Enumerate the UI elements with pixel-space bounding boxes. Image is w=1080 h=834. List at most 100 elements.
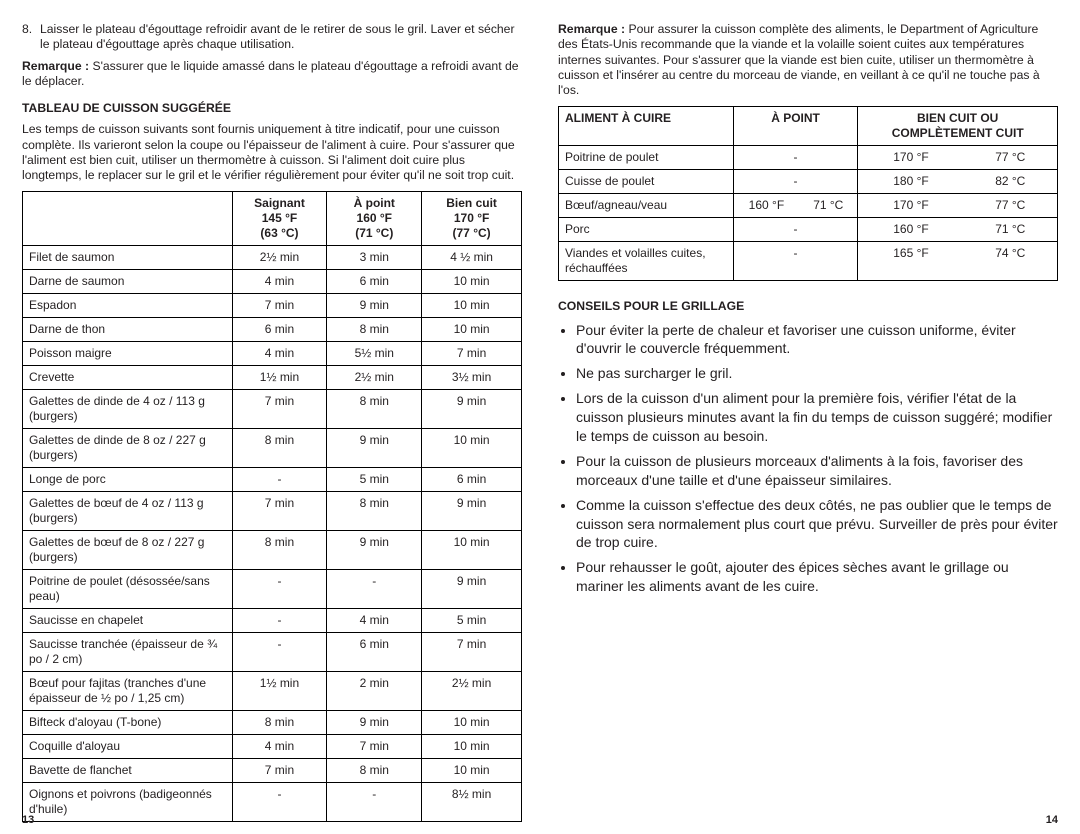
cell-apoint: 2½ min bbox=[327, 366, 422, 390]
page-number-right: 14 bbox=[1046, 814, 1058, 828]
table-row: Porc-160 °F71 °C bbox=[559, 218, 1058, 242]
cell-name: Poitrine de poulet (désossée/sans peau) bbox=[23, 570, 233, 609]
cell-food: Bœuf/agneau/veau bbox=[559, 194, 734, 218]
table-row: Galettes de bœuf de 8 oz / 227 g (burger… bbox=[23, 531, 522, 570]
cell-bien-f: 170 °F bbox=[858, 194, 964, 218]
cell-saignant: 8 min bbox=[232, 531, 327, 570]
cell-name: Darne de saumon bbox=[23, 270, 233, 294]
tip-item: Comme la cuisson s'effectue des deux côt… bbox=[576, 496, 1058, 553]
cell-name: Galettes de dinde de 8 oz / 227 g (burge… bbox=[23, 429, 233, 468]
table-row: Saucisse en chapelet-4 min5 min bbox=[23, 609, 522, 633]
table-row: Poisson maigre4 min5½ min7 min bbox=[23, 342, 522, 366]
cell-saignant: 2½ min bbox=[232, 246, 327, 270]
cell-apoint: 2 min bbox=[327, 672, 422, 711]
table-row: Viandes et volailles cuites, réchauffées… bbox=[559, 242, 1058, 281]
cell-saignant: - bbox=[232, 468, 327, 492]
cell-biencuit: 10 min bbox=[422, 429, 522, 468]
right-column: Remarque : Pour assurer la cuisson compl… bbox=[540, 0, 1080, 834]
table-row: Oignons et poivrons (badigeonnés d'huile… bbox=[23, 783, 522, 822]
cell-apoint: 6 min bbox=[327, 633, 422, 672]
tip-item: Ne pas surcharger le gril. bbox=[576, 364, 1058, 383]
table-row: Bavette de flanchet7 min8 min10 min bbox=[23, 759, 522, 783]
remarque-label: Remarque : bbox=[22, 59, 89, 73]
tableau-intro: Les temps de cuisson suivants sont fourn… bbox=[22, 122, 522, 183]
cell-biencuit: 8½ min bbox=[422, 783, 522, 822]
table-row: Galettes de dinde de 8 oz / 227 g (burge… bbox=[23, 429, 522, 468]
cell-name: Bifteck d'aloyau (T-bone) bbox=[23, 711, 233, 735]
cell-biencuit: 10 min bbox=[422, 735, 522, 759]
cell-saignant: 8 min bbox=[232, 429, 327, 468]
cell-name: Espadon bbox=[23, 294, 233, 318]
cell-bien-c: 82 °C bbox=[964, 170, 1058, 194]
remarque-left: Remarque : S'assurer que le liquide amas… bbox=[22, 59, 522, 90]
cooking-times-table: Saignant 145 °F (63 °C) À point 160 °F (… bbox=[22, 191, 522, 822]
col-header-name bbox=[23, 192, 233, 246]
table-header-row: Saignant 145 °F (63 °C) À point 160 °F (… bbox=[23, 192, 522, 246]
cell-food: Cuisse de poulet bbox=[559, 170, 734, 194]
cell-biencuit: 10 min bbox=[422, 270, 522, 294]
cell-apoint: 9 min bbox=[327, 711, 422, 735]
cell-name: Bœuf pour fajitas (tranches d'une épaiss… bbox=[23, 672, 233, 711]
tip-item: Pour la cuisson de plusieurs morceaux d'… bbox=[576, 452, 1058, 490]
cell-bien-c: 77 °C bbox=[964, 194, 1058, 218]
step-8: 8. Laisser le plateau d'égouttage refroi… bbox=[22, 22, 522, 53]
step-8-text: Laisser le plateau d'égouttage refroidir… bbox=[40, 22, 522, 53]
tip-item: Lors de la cuisson d'un aliment pour la … bbox=[576, 389, 1058, 446]
page-number-left: 13 bbox=[22, 814, 34, 828]
cell-biencuit: 7 min bbox=[422, 633, 522, 672]
cell-biencuit: 10 min bbox=[422, 318, 522, 342]
cell-name: Coquille d'aloyau bbox=[23, 735, 233, 759]
table-header-row: ALIMENT À CUIRE À POINT BIEN CUIT OU COM… bbox=[559, 107, 1058, 146]
cell-apoint: 8 min bbox=[327, 318, 422, 342]
cell-saignant: 6 min bbox=[232, 318, 327, 342]
cell-saignant: 1½ min bbox=[232, 672, 327, 711]
step-8-number: 8. bbox=[22, 22, 40, 53]
table-row: Poitrine de poulet (désossée/sans peau)-… bbox=[23, 570, 522, 609]
cell-biencuit: 9 min bbox=[422, 390, 522, 429]
table-row: Poitrine de poulet-170 °F77 °C bbox=[559, 146, 1058, 170]
cell-apoint: 6 min bbox=[327, 270, 422, 294]
table-row: Longe de porc-5 min6 min bbox=[23, 468, 522, 492]
cell-saignant: - bbox=[232, 633, 327, 672]
cell-apoint: - bbox=[733, 218, 858, 242]
table-row: Saucisse tranchée (épaisseur de ¾ po / 2… bbox=[23, 633, 522, 672]
cell-biencuit: 10 min bbox=[422, 711, 522, 735]
cell-name: Longe de porc bbox=[23, 468, 233, 492]
cell-biencuit: 4 ½ min bbox=[422, 246, 522, 270]
cell-biencuit: 3½ min bbox=[422, 366, 522, 390]
table-row: Darne de saumon4 min6 min10 min bbox=[23, 270, 522, 294]
cell-apoint: 5 min bbox=[327, 468, 422, 492]
cell-apoint: - bbox=[733, 170, 858, 194]
cell-name: Oignons et poivrons (badigeonnés d'huile… bbox=[23, 783, 233, 822]
cell-saignant: 7 min bbox=[232, 759, 327, 783]
table-row: Coquille d'aloyau4 min7 min10 min bbox=[23, 735, 522, 759]
cell-apoint: - bbox=[327, 783, 422, 822]
cell-saignant: 7 min bbox=[232, 294, 327, 318]
table-row: Darne de thon6 min8 min10 min bbox=[23, 318, 522, 342]
cell-apoint: - bbox=[733, 242, 858, 281]
cell-saignant: 1½ min bbox=[232, 366, 327, 390]
cell-apoint: 5½ min bbox=[327, 342, 422, 366]
col-header-aliment: ALIMENT À CUIRE bbox=[559, 107, 734, 146]
tips-list: Pour éviter la perte de chaleur et favor… bbox=[558, 321, 1058, 597]
cell-apoint: - bbox=[733, 146, 858, 170]
cell-name: Galettes de bœuf de 8 oz / 227 g (burger… bbox=[23, 531, 233, 570]
cell-apoint: 9 min bbox=[327, 429, 422, 468]
cell-biencuit: 5 min bbox=[422, 609, 522, 633]
cell-food: Viandes et volailles cuites, réchauffées bbox=[559, 242, 734, 281]
cell-bien-f: 160 °F bbox=[858, 218, 964, 242]
left-column: 8. Laisser le plateau d'égouttage refroi… bbox=[0, 0, 540, 834]
cell-apoint-c: 71 °C bbox=[799, 194, 858, 218]
usda-temperature-table: ALIMENT À CUIRE À POINT BIEN CUIT OU COM… bbox=[558, 106, 1058, 281]
cell-name: Galettes de bœuf de 4 oz / 113 g (burger… bbox=[23, 492, 233, 531]
cell-saignant: 4 min bbox=[232, 735, 327, 759]
cell-saignant: 7 min bbox=[232, 390, 327, 429]
col-header-biencuit: Bien cuit 170 °F (77 °C) bbox=[422, 192, 522, 246]
table-row: Bœuf pour fajitas (tranches d'une épaiss… bbox=[23, 672, 522, 711]
cell-bien-f: 165 °F bbox=[858, 242, 964, 281]
cell-bien-c: 71 °C bbox=[964, 218, 1058, 242]
table-row: Bœuf/agneau/veau160 °F71 °C170 °F77 °C bbox=[559, 194, 1058, 218]
col-header-saignant: Saignant 145 °F (63 °C) bbox=[232, 192, 327, 246]
cell-biencuit: 10 min bbox=[422, 531, 522, 570]
cell-apoint-f: 160 °F bbox=[733, 194, 799, 218]
